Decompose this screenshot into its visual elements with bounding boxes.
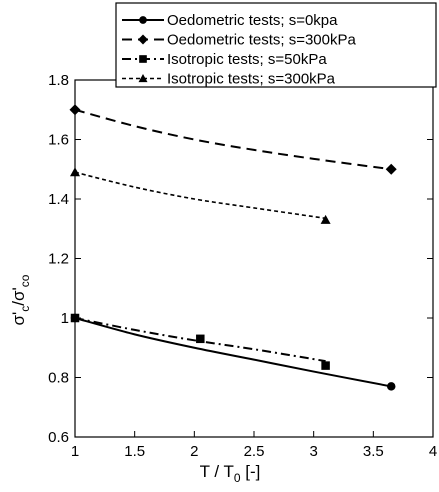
- legend-label: Isotropic tests; s=50kPa: [167, 51, 327, 68]
- x-tick-label: 3.5: [363, 443, 384, 460]
- circle-marker: [386, 382, 396, 391]
- y-axis-label: σ'c/σ'co: [9, 274, 32, 325]
- triangle-marker: [320, 214, 331, 224]
- y-tick-label: 1.8: [48, 72, 69, 89]
- square-marker: [321, 361, 330, 370]
- legend-item: Isotropic tests; s=300kPa: [122, 71, 336, 88]
- x-axis-label-suffix: [-]: [241, 462, 261, 481]
- series-3: [70, 313, 330, 370]
- series-4: [70, 167, 331, 224]
- legend-label: Oedometric tests; s=0kpa: [167, 12, 338, 29]
- diamond-marker: [385, 163, 397, 175]
- triangle-marker: [70, 167, 80, 177]
- y-axis-label-mid: /σ': [9, 287, 28, 305]
- legend-box: [115, 2, 437, 88]
- y-axis-label-sub1: c: [18, 306, 32, 312]
- y-axis-label-sub2: co: [18, 274, 32, 287]
- x-tick-label: 2: [190, 443, 198, 460]
- x-tick-label: 4: [429, 443, 437, 460]
- y-tick-label: 0.8: [48, 370, 69, 387]
- series-line: [74, 317, 392, 388]
- diamond-marker: [138, 34, 148, 45]
- diamond-marker: [69, 104, 81, 116]
- legend: Oedometric tests; s=0kpa Oedometric tests…: [115, 2, 437, 88]
- x-tick-label: 1.5: [124, 443, 145, 460]
- legend-label: Oedometric tests; s=300kPa: [167, 32, 356, 49]
- x-tick-label: 2.5: [244, 443, 265, 460]
- x-axis-label-subscript: 0: [234, 471, 241, 485]
- series-1: [70, 313, 396, 391]
- series-line: [74, 108, 392, 171]
- legend-item: Oedometric tests; s=0kpa: [122, 12, 338, 29]
- series-2: [69, 104, 397, 175]
- triangle-marker: [138, 74, 148, 83]
- legend-item: Oedometric tests; s=300kPa: [122, 32, 356, 49]
- x-axis-label: T / T0 [-]: [200, 462, 261, 485]
- y-tick-label: 0.6: [48, 429, 69, 446]
- x-tick-label: 1: [71, 443, 79, 460]
- square-marker: [70, 313, 80, 323]
- y-tick-label: 1.4: [48, 191, 69, 208]
- legend-label: Isotropic tests; s=300kPa: [167, 71, 336, 88]
- circle-marker: [139, 16, 147, 24]
- y-tick-label: 1.2: [48, 251, 69, 268]
- y-tick-label: 1.6: [48, 132, 69, 149]
- series-layer: [69, 104, 397, 391]
- square-marker: [139, 55, 147, 63]
- square-marker: [196, 334, 205, 344]
- y-tick-label: 1: [61, 310, 69, 327]
- legend-item: Isotropic tests; s=50kPa: [122, 51, 327, 68]
- series-line: [74, 317, 326, 363]
- x-tick-label: 3: [309, 443, 317, 460]
- tick-labels: 1 1.5 2 2.5 3 3.5 4 0.6 0.8 1 1.2 1.4 1.6 1.8: [48, 72, 437, 460]
- series-line: [74, 171, 326, 220]
